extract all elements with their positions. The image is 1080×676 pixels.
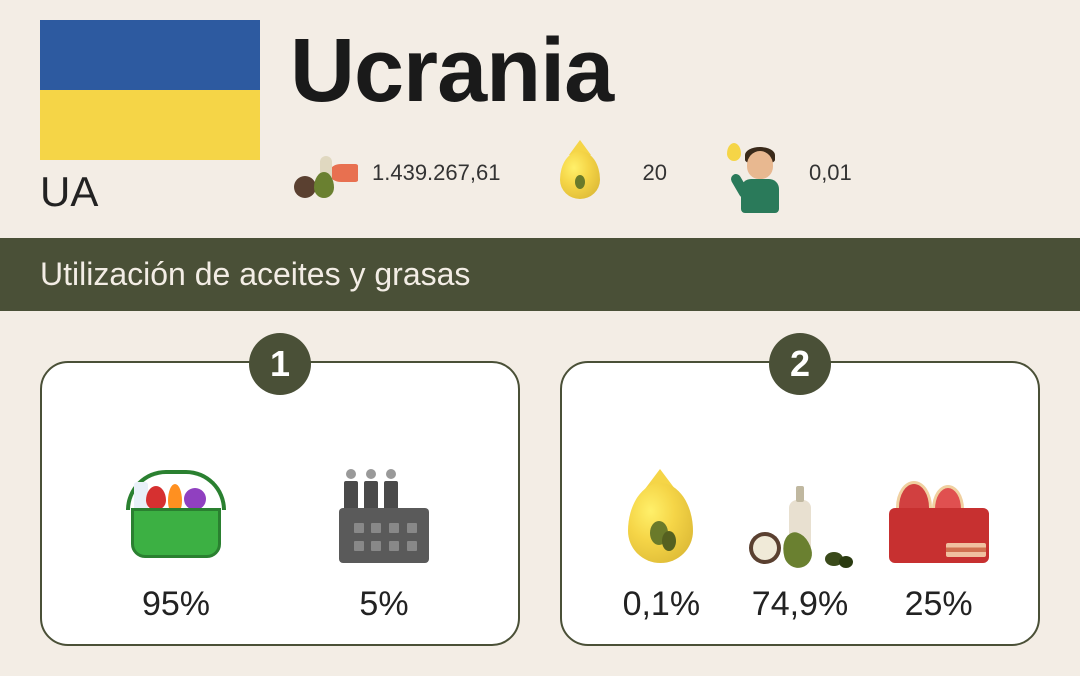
oil-drop-olive-icon (606, 463, 716, 573)
flag-section: UA (40, 20, 260, 218)
stat-value: 0,01 (809, 160, 852, 186)
country-code: UA (40, 168, 260, 216)
country-name: Ucrania (290, 20, 1040, 123)
stat-total: 1.439.267,61 (290, 143, 500, 203)
item-value: 0,1% (623, 585, 701, 624)
item-value: 25% (905, 585, 973, 624)
oil-drop-icon (560, 143, 630, 203)
content: 1 95% (0, 311, 1080, 676)
stat-value: 20 (642, 160, 666, 186)
item-oils: 74,9% (745, 463, 855, 624)
card-badge: 2 (769, 333, 831, 395)
meat-box-icon (884, 463, 994, 573)
grocery-basket-icon (121, 463, 231, 573)
ukraine-flag (40, 20, 260, 160)
item-value: 74,9% (752, 585, 848, 624)
item-factory: 5% (329, 463, 439, 624)
title-section: Ucrania 1.439.267,61 (290, 20, 1040, 218)
flag-stripe-yellow (40, 90, 260, 160)
item-meat: 25% (884, 463, 994, 624)
card-2: 2 0,1% 74, (560, 361, 1040, 646)
item-oildrop: 0,1% (606, 463, 716, 624)
flag-stripe-blue (40, 20, 260, 90)
stat-person: 0,01 (727, 143, 852, 203)
item-value: 95% (142, 585, 210, 624)
item-grocery: 95% (121, 463, 231, 624)
stat-drop: 20 (560, 143, 666, 203)
stat-value: 1.439.267,61 (372, 160, 500, 186)
card-badge: 1 (249, 333, 311, 395)
food-oils-icon (290, 143, 360, 203)
oils-foods-icon (745, 463, 855, 573)
section-title: Utilización de aceites y grasas (40, 256, 1040, 293)
person-drop-icon (727, 143, 797, 203)
header: UA Ucrania 1.439.267,61 (0, 0, 1080, 238)
factory-icon (329, 463, 439, 573)
item-value: 5% (359, 585, 408, 624)
card-1: 1 95% (40, 361, 520, 646)
section-title-bar: Utilización de aceites y grasas (0, 238, 1080, 311)
stats-row: 1.439.267,61 20 (290, 143, 1040, 203)
